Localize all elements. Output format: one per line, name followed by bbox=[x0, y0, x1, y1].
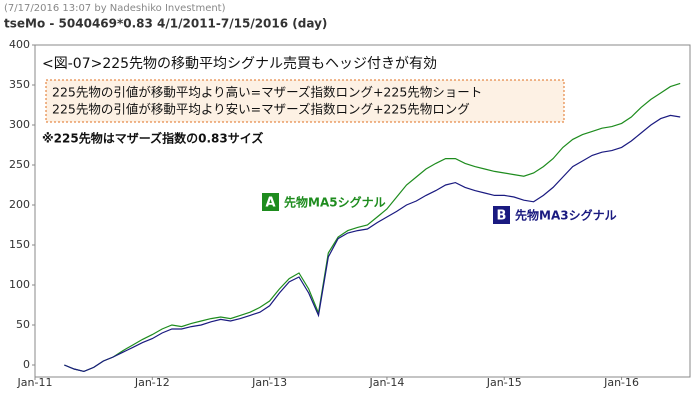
note: ※225先物はマザーズ指数の0.83サイズ bbox=[42, 131, 263, 146]
x-tick-label: Jan-16 bbox=[603, 376, 639, 389]
y-tick-label: 300 bbox=[9, 118, 30, 131]
y-tick-label: 0 bbox=[23, 358, 30, 371]
annotation-box bbox=[45, 79, 565, 123]
y-tick-label: 250 bbox=[9, 158, 30, 171]
legend-badge-text: B bbox=[497, 209, 507, 224]
legend-badge-text: A bbox=[265, 196, 275, 211]
x-tick-label: Jan-13 bbox=[251, 376, 287, 389]
x-tick-label: Jan-11 bbox=[17, 376, 53, 389]
annotation-title: <図-07>225先物の移動平均シグナル売買もヘッジ付きが有効 bbox=[42, 56, 437, 72]
legend-label: 先物MA3シグナル bbox=[515, 208, 617, 223]
y-tick-label: 350 bbox=[9, 78, 30, 91]
series-line bbox=[64, 82, 681, 373]
x-tick-label: Jan-15 bbox=[486, 376, 522, 389]
y-tick-label: 150 bbox=[9, 238, 30, 251]
x-tick-label: Jan-14 bbox=[368, 376, 404, 389]
y-tick-label: 100 bbox=[9, 278, 30, 291]
legend-badge bbox=[493, 206, 510, 224]
annotation-line: 225先物の引値が移動平均より高い=マザーズ指数ロング+225先物ショート bbox=[52, 85, 482, 100]
legend-label: 先物MA5シグナル bbox=[284, 195, 386, 210]
annotation-line: 225先物の引値が移動平均より安い=マザーズ指数ロング+225先物ロング bbox=[52, 102, 470, 117]
y-tick-label: 400 bbox=[9, 38, 30, 51]
legend-badge bbox=[262, 193, 279, 211]
series-line bbox=[64, 114, 681, 373]
x-tick-label: Jan-12 bbox=[134, 376, 170, 389]
y-tick-label: 50 bbox=[16, 318, 30, 331]
timestamp: (7/17/2016 13:07 by Nadeshiko Investment… bbox=[4, 3, 226, 14]
chart-title: tseMo - 5040469*0.83 4/1/2011-7/15/2016 … bbox=[4, 17, 327, 31]
y-tick-label: 200 bbox=[9, 198, 30, 211]
